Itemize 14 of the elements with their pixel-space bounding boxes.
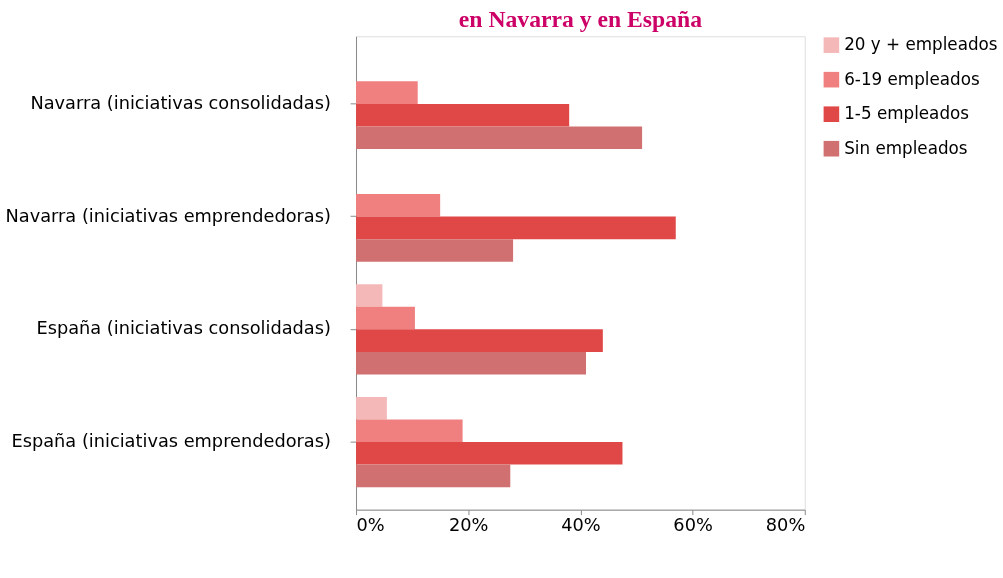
legend-label: 20 y + empleados (844, 34, 998, 55)
y-tick-label: España (iniciativas consolidadas) (36, 318, 331, 339)
x-tick-label: 0% (356, 514, 385, 535)
legend-label: 6-19 empleados (844, 68, 980, 89)
y-tick-label: Navarra (iniciativas emprendedoras) (5, 205, 331, 226)
x-tick-label: 40% (561, 514, 601, 535)
legend-label: 1-5 empleados (844, 103, 969, 124)
chart-title: en Navarra y en España (458, 6, 703, 33)
x-tick-label: 60% (673, 514, 713, 535)
y-tick-label: España (iniciativas emprendedoras) (11, 430, 331, 451)
x-tick-label: 20% (448, 514, 489, 535)
y-tick-label: Navarra (iniciativas consolidadas) (30, 92, 331, 113)
legend-label: Sin empleados (844, 137, 968, 158)
x-tick-label: 80% (765, 514, 806, 535)
